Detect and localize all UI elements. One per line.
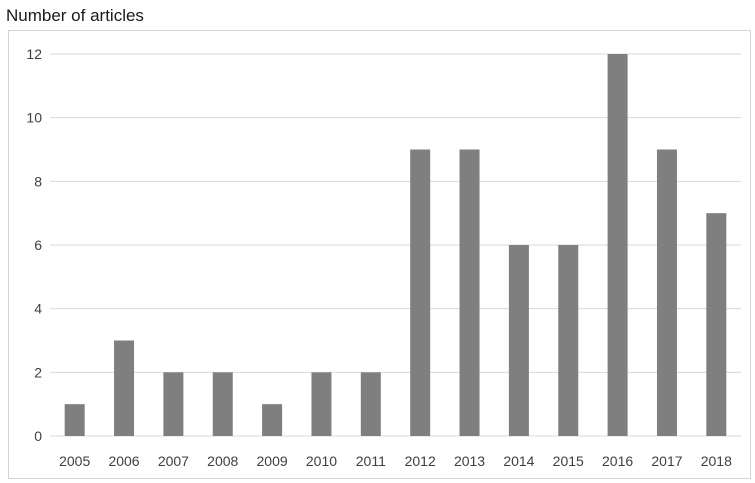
x-tick-label: 2017	[651, 453, 682, 469]
chart-title: Number of articles	[6, 6, 144, 25]
y-tick-label: 2	[34, 364, 42, 380]
bar-2010	[311, 372, 332, 436]
bar-2012	[410, 149, 431, 436]
bars	[64, 54, 727, 436]
y-tick-label: 4	[34, 301, 42, 317]
y-tick-label: 6	[34, 237, 42, 253]
x-tick-label: 2016	[602, 453, 633, 469]
bar-2011	[360, 372, 381, 436]
bar-2018	[706, 213, 727, 436]
x-tick-label: 2005	[59, 453, 90, 469]
x-tick-label: 2006	[108, 453, 139, 469]
x-tick-label: 2015	[553, 453, 584, 469]
bar-2016	[607, 54, 628, 436]
bar-2005	[64, 404, 85, 436]
x-tick-label: 2010	[306, 453, 337, 469]
x-tick-label: 2008	[207, 453, 238, 469]
x-tick-label: 2012	[405, 453, 436, 469]
x-tick-label: 2014	[503, 453, 534, 469]
bar-2009	[262, 404, 283, 436]
y-tick-label: 12	[26, 46, 42, 62]
y-tick-label: 8	[34, 173, 42, 189]
bar-2014	[508, 245, 529, 436]
x-tick-label: 2013	[454, 453, 485, 469]
x-tick-label: 2018	[701, 453, 732, 469]
bar-2017	[656, 149, 677, 436]
x-tick-label: 2007	[158, 453, 189, 469]
bar-2015	[558, 245, 579, 436]
x-axis-tick-labels: 2005 2006 2007 2008 2009 2010 2011 2012 2013 2014…	[59, 453, 732, 469]
x-tick-label: 2011	[356, 453, 386, 469]
bar-2006	[114, 340, 135, 436]
bar-2008	[212, 372, 233, 436]
bar-2007	[163, 372, 184, 436]
y-axis-tick-labels: 0 2 4 6 8 10 12	[26, 46, 42, 444]
y-tick-label: 0	[34, 428, 42, 444]
chart-frame	[8, 30, 751, 479]
bar-2013	[459, 149, 480, 436]
x-tick-label: 2009	[257, 453, 288, 469]
y-tick-label: 10	[26, 110, 42, 126]
gridlines	[50, 53, 741, 437]
